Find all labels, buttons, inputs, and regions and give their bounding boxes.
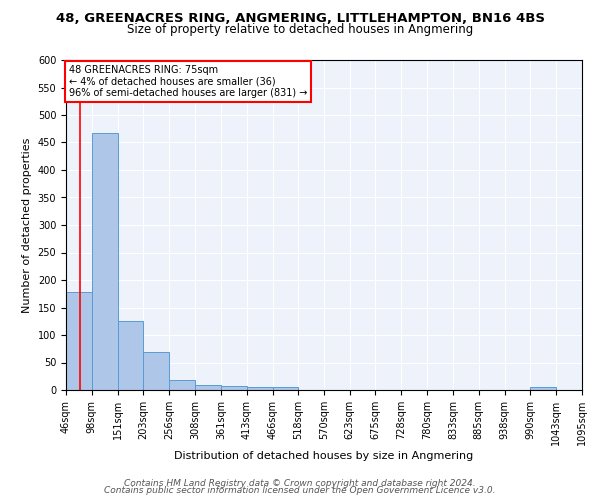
Y-axis label: Number of detached properties: Number of detached properties: [22, 138, 32, 312]
Text: Size of property relative to detached houses in Angmering: Size of property relative to detached ho…: [127, 22, 473, 36]
Bar: [66, 292, 92, 390]
Bar: [195, 384, 221, 390]
Text: Contains public sector information licensed under the Open Government Licence v3: Contains public sector information licen…: [104, 486, 496, 495]
Bar: [92, 132, 118, 390]
Bar: [247, 387, 272, 390]
Bar: [118, 322, 143, 390]
Bar: [169, 380, 195, 390]
Text: 48 GREENACRES RING: 75sqm
← 4% of detached houses are smaller (36)
96% of semi-d: 48 GREENACRES RING: 75sqm ← 4% of detach…: [68, 65, 307, 98]
X-axis label: Distribution of detached houses by size in Angmering: Distribution of detached houses by size …: [175, 450, 473, 460]
Text: Contains HM Land Registry data © Crown copyright and database right 2024.: Contains HM Land Registry data © Crown c…: [124, 478, 476, 488]
Bar: [221, 386, 247, 390]
Bar: [530, 387, 556, 390]
Bar: [272, 386, 298, 390]
Bar: [143, 352, 169, 390]
Text: 48, GREENACRES RING, ANGMERING, LITTLEHAMPTON, BN16 4BS: 48, GREENACRES RING, ANGMERING, LITTLEHA…: [56, 12, 545, 26]
